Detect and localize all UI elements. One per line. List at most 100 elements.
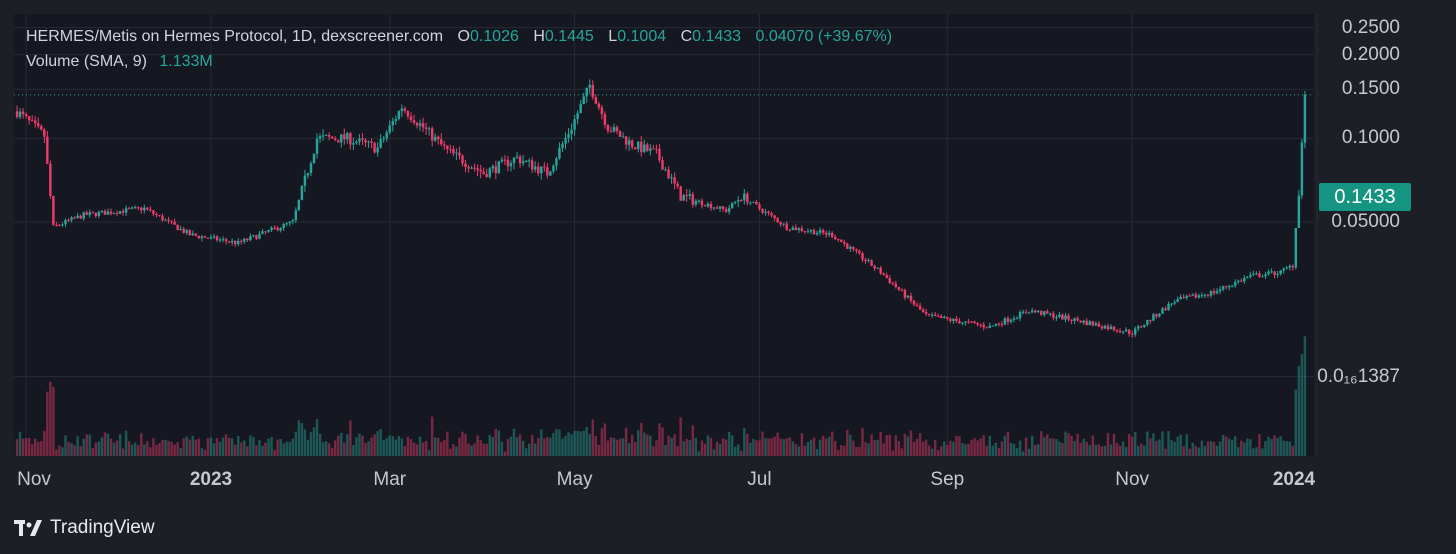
volume-bar	[146, 441, 149, 456]
candle-body	[391, 121, 394, 126]
candle-body	[1085, 320, 1088, 325]
candle-body	[227, 241, 231, 243]
candle-body	[1143, 324, 1146, 327]
candle-body	[1182, 297, 1185, 299]
volume-bar	[261, 445, 264, 456]
volume-bar	[252, 437, 255, 456]
candle-body	[861, 253, 864, 260]
volume-bar	[443, 439, 446, 456]
candle-body	[891, 282, 894, 284]
candle-body	[897, 287, 901, 290]
candle-body	[1152, 314, 1155, 321]
candle-body	[124, 208, 128, 213]
candle-body	[324, 135, 328, 137]
volume-bar	[349, 420, 352, 456]
volume-bar	[797, 446, 801, 456]
volume-bar	[97, 441, 101, 456]
candle-body	[79, 215, 82, 219]
candle-body	[334, 138, 337, 140]
candle-body	[1297, 195, 1301, 228]
volume-bar	[234, 444, 237, 456]
volume-bar	[1085, 441, 1088, 456]
candle-body	[567, 134, 570, 138]
candle-body	[100, 210, 104, 213]
candle-body	[282, 223, 285, 229]
volume-bar	[718, 444, 722, 456]
tradingview-logo-icon	[14, 520, 42, 536]
volume-bar	[30, 444, 34, 456]
candle-body	[834, 236, 837, 239]
volume-bar	[834, 440, 837, 456]
volume-bar	[1097, 444, 1101, 456]
volume-bar	[1006, 431, 1010, 456]
candle-body	[1043, 311, 1046, 315]
candle-body	[1285, 267, 1288, 269]
volume-bar	[1273, 435, 1276, 456]
candle-body	[1097, 323, 1101, 327]
volume-bar	[330, 447, 334, 456]
candle-body	[1000, 324, 1004, 326]
volume-bar	[882, 443, 885, 456]
y-tick-label: 0.05000	[1331, 211, 1400, 232]
candle-body	[200, 236, 204, 239]
candle-body	[373, 142, 376, 153]
candle-body	[352, 143, 355, 145]
close-value: 0.1433	[692, 28, 742, 45]
volume-bar	[337, 435, 340, 456]
candle-body	[337, 139, 340, 143]
candle-body	[961, 322, 964, 324]
volume-bar	[1218, 441, 1222, 456]
volume-bar	[273, 450, 276, 456]
candle-body	[1021, 311, 1025, 313]
volume-bar	[1146, 431, 1149, 456]
volume-bar	[361, 435, 364, 456]
brand-name: TradingView	[50, 517, 155, 538]
volume-bar	[1100, 446, 1104, 456]
volume-bar	[885, 435, 888, 456]
candle-body	[770, 213, 773, 216]
volume-bar	[858, 446, 861, 456]
volume-bar	[1246, 438, 1249, 456]
candle-body	[279, 228, 282, 231]
candle-body	[449, 149, 452, 151]
candle-body	[70, 217, 73, 221]
low-label: L	[608, 28, 618, 45]
plot-area[interactable]	[14, 14, 1314, 456]
tradingview-brand[interactable]: TradingView	[14, 517, 155, 539]
candle-body	[479, 170, 482, 172]
volume-bar	[952, 441, 955, 456]
volume-bar	[1249, 439, 1252, 456]
volume-bar	[470, 445, 473, 456]
candle-body	[1237, 280, 1240, 283]
volume-bar	[121, 448, 125, 456]
volume-bar	[1003, 435, 1007, 456]
candle-body	[712, 207, 716, 209]
volume-bar	[930, 448, 934, 456]
candle-body	[1091, 321, 1094, 326]
candle-body	[67, 219, 70, 221]
volume-bar	[976, 440, 979, 456]
candle-body	[1191, 294, 1194, 296]
volume-bar	[124, 430, 128, 456]
candle-body	[594, 97, 598, 104]
volume-bar	[455, 446, 458, 456]
candle-body	[909, 295, 913, 301]
volume-bar	[461, 431, 464, 456]
volume-bar	[1203, 445, 1207, 456]
candle-body	[297, 199, 301, 211]
candle-body	[609, 130, 613, 132]
volume-bar	[652, 446, 655, 456]
volume-bar	[188, 439, 191, 456]
volume-bar	[1052, 438, 1055, 456]
candle-body	[776, 218, 779, 223]
candle-body	[1179, 297, 1182, 300]
volume-bar	[437, 437, 440, 456]
x-tick-label: Nov	[17, 469, 51, 490]
candle-body	[1209, 291, 1213, 296]
candle-body	[1197, 295, 1201, 298]
volume-bar	[630, 434, 634, 456]
candle-body	[230, 240, 234, 243]
high-label: H	[533, 28, 545, 45]
candle-body	[1146, 320, 1149, 325]
volume-bar	[846, 430, 849, 456]
